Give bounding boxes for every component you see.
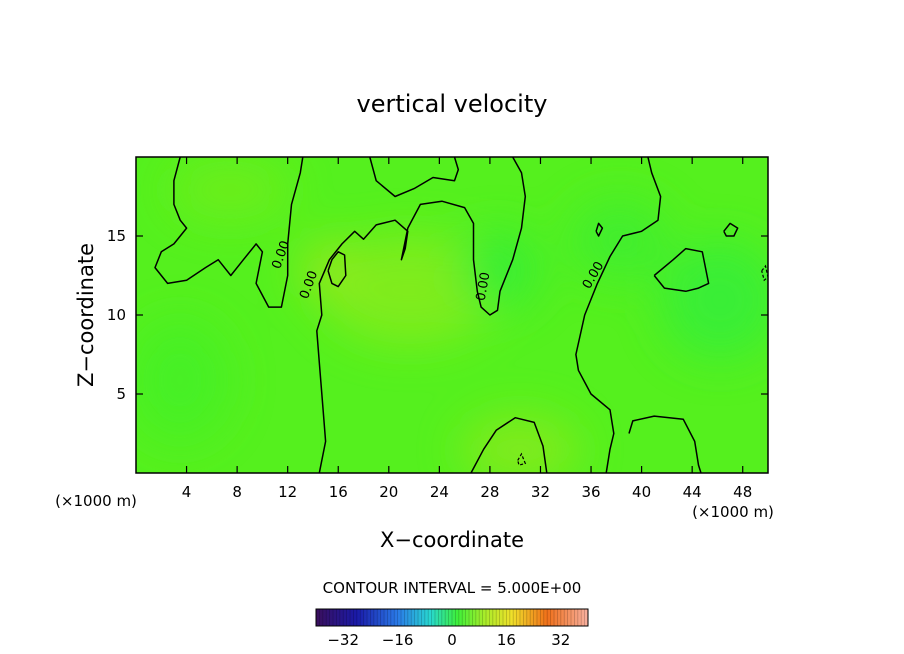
x-tick-label: 32 <box>531 483 550 501</box>
zero-contour-line <box>595 222 604 237</box>
x-tick-label: 24 <box>430 483 449 501</box>
x-tick-label: 16 <box>329 483 348 501</box>
zero-contour-line <box>470 416 548 473</box>
negative-contour-line <box>517 452 527 466</box>
colorbar-tick-label: 32 <box>551 631 570 649</box>
zero-contour-line <box>154 157 304 308</box>
chart-title: vertical velocity <box>357 90 548 118</box>
y-tick-label: 15 <box>107 227 126 245</box>
colorbar-tick-label: −32 <box>327 631 359 649</box>
x-tick-label: 40 <box>632 483 651 501</box>
x-tick-label: 36 <box>581 483 600 501</box>
colorbar-tick-label: 0 <box>447 631 457 649</box>
zero-contour-line <box>327 251 347 288</box>
y-tick-label: 5 <box>116 385 126 403</box>
colorbar-tick-label: 16 <box>497 631 516 649</box>
colorbar: −32 −16 0 16 32 <box>315 608 589 649</box>
contour-interval-text: CONTOUR INTERVAL = 5.000E+00 <box>323 579 582 597</box>
x-unit-left: (×1000 m) <box>55 492 137 510</box>
y-tick-label: 10 <box>107 306 126 324</box>
x-tick-label: 28 <box>480 483 499 501</box>
x-axis-label: X−coordinate <box>380 528 524 552</box>
zero-contour-line <box>628 415 702 473</box>
x-tick-label: 44 <box>683 483 702 501</box>
zero-contour-line <box>653 247 710 293</box>
contour-lines <box>154 157 768 473</box>
zero-contour-line <box>575 157 662 473</box>
y-axis-label: Z−coordinate <box>74 243 98 387</box>
zero-contour-line <box>369 157 460 198</box>
x-unit-right: (×1000 m) <box>692 503 774 521</box>
y-axis-ticks: 5 10 15 <box>107 227 768 403</box>
x-axis-ticks: 4 8 12 16 20 24 28 32 36 40 44 48 <box>182 157 752 501</box>
colorbar-tick-label: −16 <box>382 631 414 649</box>
field-background <box>136 157 768 473</box>
x-tick-label: 4 <box>182 483 192 501</box>
zero-contour-line <box>723 222 739 237</box>
x-tick-label: 8 <box>232 483 242 501</box>
x-tick-label: 20 <box>379 483 398 501</box>
negative-contour-line <box>761 264 768 282</box>
x-tick-label: 48 <box>733 483 752 501</box>
x-tick-label: 12 <box>278 483 297 501</box>
contour-value-label: 0.00 <box>474 271 494 302</box>
zero-contour-line <box>316 157 527 473</box>
